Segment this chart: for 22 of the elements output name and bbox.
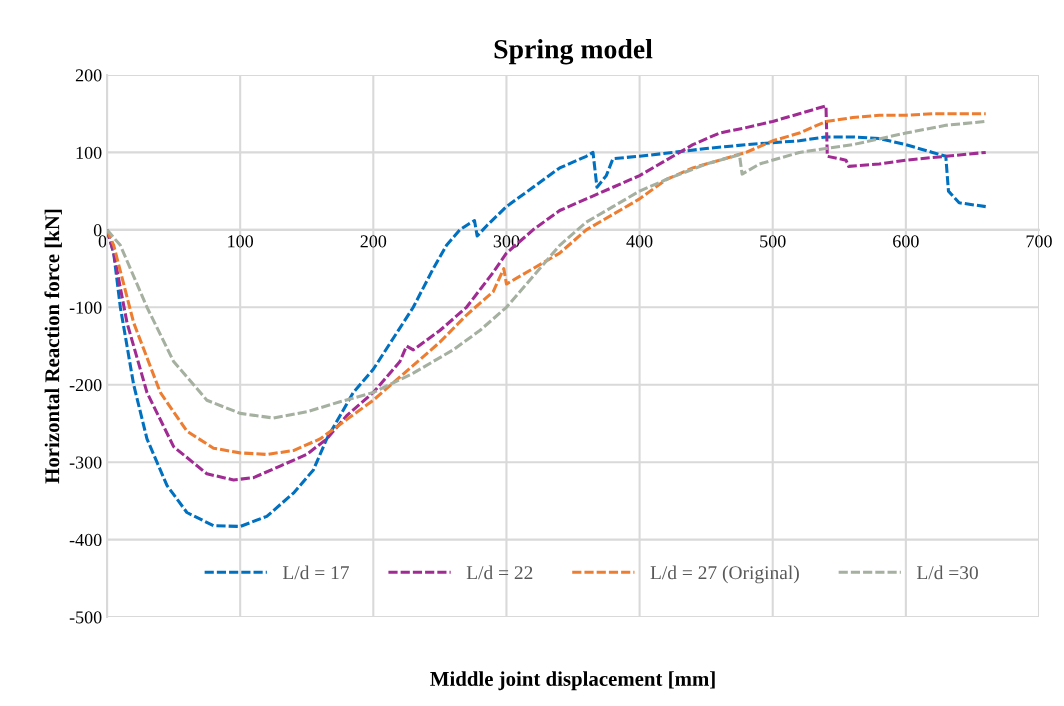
x-tick-label: 400 xyxy=(626,235,653,248)
y-tick-label: 200 xyxy=(75,69,102,82)
y-tick-label: -200 xyxy=(69,378,102,392)
x-tick-label: 200 xyxy=(360,235,387,248)
x-tick-label: 500 xyxy=(760,235,786,248)
chart-title: Spring model xyxy=(494,39,653,65)
y-tick-label: -100 xyxy=(69,301,102,314)
y-tick-label: 100 xyxy=(76,146,102,159)
x-tick-label: 300 xyxy=(493,235,520,248)
x-tick-label: 700 xyxy=(1026,235,1052,248)
legend-label: L/d = 17 xyxy=(282,565,349,580)
x-tick-label: 600 xyxy=(893,235,919,248)
x-axis-title: Middle joint displacement [mm] xyxy=(430,671,715,691)
y-tick-label: -400 xyxy=(69,533,102,547)
y-tick-label: 0 xyxy=(93,224,102,237)
legend-label: L/d =30 xyxy=(916,565,978,580)
y-tick-label: -500 xyxy=(69,611,102,624)
y-tick-label: -300 xyxy=(69,456,102,469)
y-axis-title: Horizontal Reaction force [kN] xyxy=(44,209,62,484)
legend-label: L/d = 22 xyxy=(466,565,533,580)
legend-label: L/d = 27 (Original) xyxy=(650,565,799,584)
x-tick-label: 100 xyxy=(228,235,254,248)
